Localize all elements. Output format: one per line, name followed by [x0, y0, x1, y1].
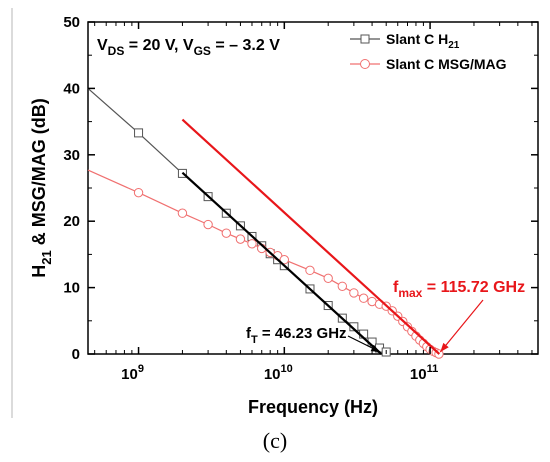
msg-mag-data-point — [358, 293, 369, 303]
h21-extrapolation-line — [181, 171, 382, 355]
msg-mag-data-point — [177, 208, 188, 218]
msg-mag-data-point — [305, 265, 315, 276]
x-tick-label: 1011 — [410, 363, 438, 383]
annotation-arrows — [347, 299, 484, 353]
legend-label-h21: Slant C H21 — [386, 31, 460, 51]
y-tick-label: 0 — [72, 346, 80, 363]
msg-mag-data-point — [203, 219, 213, 230]
series-layer — [87, 87, 444, 359]
msg-mag-data-point — [279, 255, 290, 265]
x-tick-label: 109 — [121, 363, 144, 383]
x-axis-title: Frequency (Hz) — [248, 397, 378, 417]
msg-mag-extrapolation-line — [181, 118, 441, 355]
legend: Slant C H21 Slant C MSG/MAG — [350, 31, 507, 72]
msg-mag-data-point — [247, 239, 257, 249]
fit-line-layer — [181, 118, 441, 355]
chart-svg: 0 10 20 30 40 50 109 1010 1011 Frequency (Hz) H2… — [11, 8, 539, 418]
fmax-arrow — [439, 299, 484, 353]
y-tick-label: 10 — [63, 280, 80, 297]
legend-item-h21: Slant C H21 — [350, 31, 460, 51]
msg-mag-data-point — [323, 273, 333, 284]
panel-label: (c) — [262, 428, 288, 453]
msg-mag-data-point — [349, 288, 359, 298]
msg-mag-data-point — [133, 187, 144, 198]
axis-ticks: 0 10 20 30 40 50 109 1010 1011 — [63, 14, 538, 383]
y-tick-label: 30 — [63, 147, 80, 164]
y-axis-title: H21 & MSG/MAG (dB) — [29, 98, 54, 277]
legend-label-msg-mag: Slant C MSG/MAG — [386, 56, 507, 72]
fmax-arrow-head — [440, 342, 449, 352]
x-tick-label: 1010 — [264, 363, 293, 383]
legend-marker-circle — [360, 59, 370, 69]
bias-condition-label: VDS = 20 V, VGS = – 3.2 V — [97, 37, 280, 58]
msg-mag-data-point — [337, 281, 348, 291]
y-tick-label: 40 — [63, 80, 80, 97]
msg-mag-data-point — [221, 228, 232, 238]
legend-item-msg-mag: Slant C MSG/MAG — [350, 56, 507, 72]
legend-marker-square — [360, 34, 370, 44]
y-tick-label: 50 — [63, 14, 80, 31]
ft-annotation: fT = 46.23 GHz — [246, 325, 347, 346]
fmax-annotation: fmax = 115.72 GHz — [393, 279, 525, 300]
series-line-0 — [87, 87, 387, 353]
h21-data-point — [134, 128, 144, 138]
ft-arrow-head — [370, 344, 381, 352]
msg-mag-data-point — [235, 234, 246, 244]
y-tick-label: 20 — [63, 213, 80, 230]
